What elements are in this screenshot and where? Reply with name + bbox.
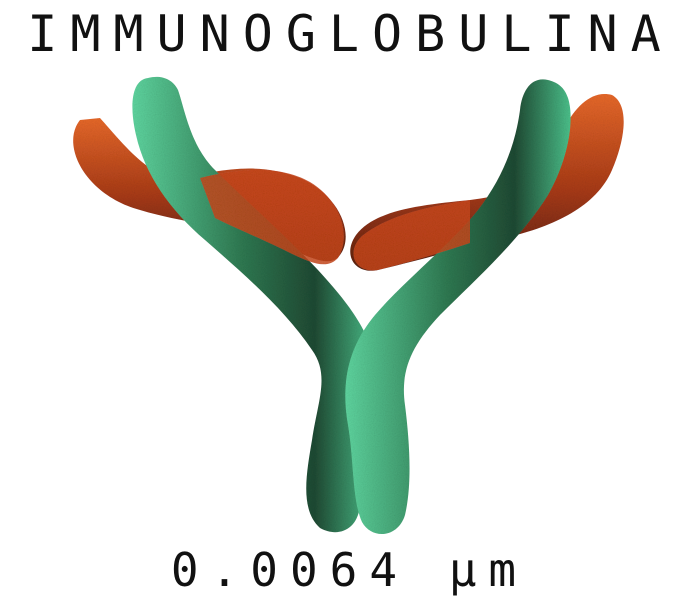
left-heavy-chain bbox=[132, 76, 376, 533]
right-heavy-chain bbox=[345, 79, 571, 535]
left-light-chain-front bbox=[200, 169, 344, 265]
right-light-chain-front bbox=[353, 200, 470, 271]
antibody-illustration bbox=[73, 76, 624, 535]
scale-label: 0.0064 µm bbox=[170, 543, 529, 597]
page-title: IMMUNOGLOBULINA bbox=[27, 5, 674, 63]
